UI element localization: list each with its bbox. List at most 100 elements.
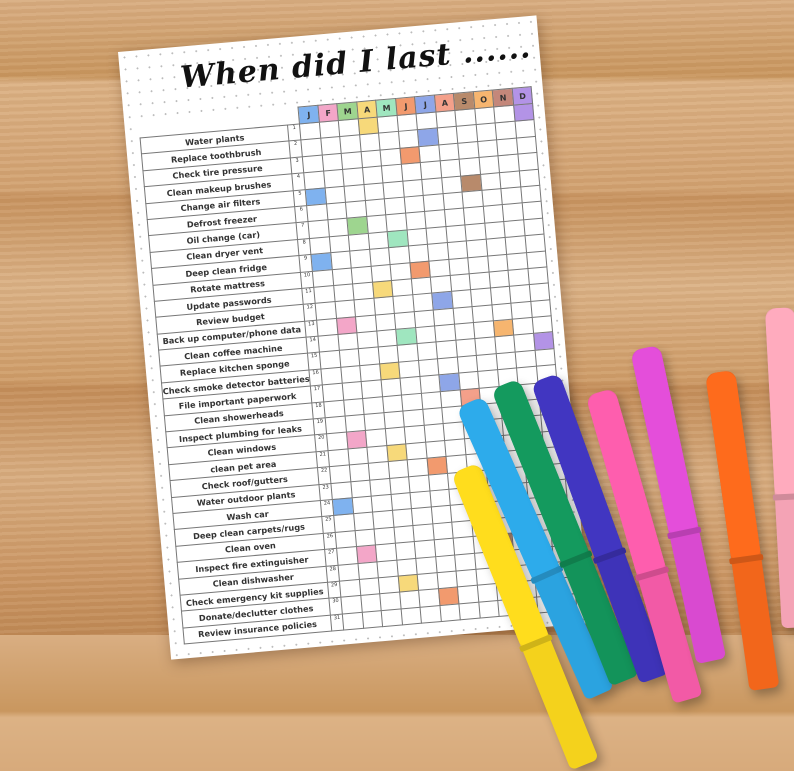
tracker-cell[interactable]: [386, 443, 408, 462]
tracker-cell[interactable]: [376, 329, 398, 348]
tracker-cell[interactable]: [351, 265, 373, 284]
tracker-cell[interactable]: [353, 512, 375, 531]
tracker-cell[interactable]: [431, 505, 453, 524]
tracker-cell[interactable]: [363, 396, 384, 415]
tracker-cell[interactable]: [372, 280, 394, 299]
tracker-cell[interactable]: [404, 195, 425, 214]
tracker-cell[interactable]: [444, 438, 466, 457]
tracker-cell[interactable]: [366, 215, 388, 234]
tracker-cell[interactable]: [474, 106, 496, 125]
tracker-cell[interactable]: [392, 509, 414, 528]
tracker-cell[interactable]: [477, 583, 499, 602]
tracker-cell[interactable]: [324, 399, 346, 418]
tracker-cell[interactable]: [432, 521, 454, 540]
tracker-cell[interactable]: [447, 240, 469, 259]
tracker-cell[interactable]: [422, 407, 444, 426]
tracker-cell[interactable]: [457, 355, 479, 374]
tracker-cell[interactable]: [379, 362, 401, 381]
tracker-cell[interactable]: [345, 200, 367, 219]
tracker-cell[interactable]: [373, 296, 395, 315]
tracker-cell[interactable]: [423, 193, 445, 212]
tracker-cell[interactable]: [367, 445, 389, 464]
tracker-cell[interactable]: [401, 162, 423, 181]
tracker-cell[interactable]: [426, 456, 448, 475]
tracker-cell[interactable]: [407, 458, 429, 477]
tracker-cell[interactable]: [424, 209, 446, 229]
tracker-cell[interactable]: [402, 179, 424, 198]
tracker-cell[interactable]: [385, 427, 407, 446]
tracker-cell[interactable]: [416, 112, 438, 131]
tracker-cell[interactable]: [391, 278, 413, 297]
tracker-cell[interactable]: [472, 304, 494, 323]
tracker-cell[interactable]: [505, 235, 527, 254]
tracker-cell[interactable]: [476, 353, 498, 372]
tracker-cell[interactable]: [386, 213, 407, 232]
tracker-cell[interactable]: [414, 309, 435, 328]
tracker-cell[interactable]: [417, 572, 439, 591]
tracker-cell[interactable]: [517, 152, 539, 171]
tracker-cell[interactable]: [494, 105, 515, 124]
tracker-cell[interactable]: [501, 186, 523, 205]
tracker-cell[interactable]: [483, 204, 505, 223]
tracker-cell[interactable]: [335, 530, 357, 549]
tracker-cell[interactable]: [417, 128, 439, 147]
tracker-cell[interactable]: [498, 154, 520, 173]
tracker-cell[interactable]: [396, 557, 418, 577]
tracker-cell[interactable]: [340, 135, 362, 154]
tracker-cell[interactable]: [459, 601, 481, 620]
tracker-cell[interactable]: [342, 612, 364, 631]
tracker-cell[interactable]: [356, 545, 378, 564]
tracker-cell[interactable]: [371, 494, 393, 513]
tracker-cell[interactable]: [381, 608, 403, 627]
tracker-cell[interactable]: [327, 432, 348, 451]
tracker-cell[interactable]: [342, 381, 364, 400]
tracker-cell[interactable]: [523, 217, 545, 236]
tracker-cell[interactable]: [354, 298, 376, 317]
tracker-cell[interactable]: [400, 376, 422, 395]
tracker-cell[interactable]: [465, 222, 487, 241]
tracker-cell[interactable]: [359, 133, 381, 152]
tracker-cell[interactable]: [420, 605, 442, 624]
tracker-cell[interactable]: [455, 338, 477, 357]
tracker-cell[interactable]: [378, 576, 400, 595]
tracker-cell[interactable]: [332, 267, 354, 286]
tracker-cell[interactable]: [414, 539, 436, 558]
tracker-cell[interactable]: [398, 574, 419, 593]
tracker-cell[interactable]: [305, 187, 327, 206]
tracker-cell[interactable]: [504, 219, 525, 238]
tracker-cell[interactable]: [437, 356, 459, 375]
tracker-cell[interactable]: [458, 141, 479, 160]
tracker-cell[interactable]: [478, 600, 500, 619]
tracker-cell[interactable]: [327, 218, 349, 237]
tracker-cell[interactable]: [378, 131, 400, 150]
tracker-cell[interactable]: [488, 270, 510, 289]
tracker-cell[interactable]: [516, 366, 538, 385]
tracker-cell[interactable]: [524, 234, 546, 253]
tracker-cell[interactable]: [476, 123, 497, 142]
tracker-cell[interactable]: [451, 289, 473, 308]
tracker-cell[interactable]: [419, 374, 441, 394]
tracker-cell[interactable]: [410, 490, 432, 510]
tracker-cell[interactable]: [383, 411, 405, 430]
tracker-cell[interactable]: [456, 124, 478, 143]
tracker-cell[interactable]: [475, 337, 497, 356]
tracker-cell[interactable]: [496, 351, 517, 370]
tracker-cell[interactable]: [511, 301, 533, 320]
tracker-cell[interactable]: [360, 594, 382, 613]
tracker-cell[interactable]: [343, 167, 364, 186]
tracker-cell[interactable]: [427, 242, 449, 261]
tracker-cell[interactable]: [390, 262, 412, 281]
tracker-cell[interactable]: [508, 268, 530, 287]
tracker-cell[interactable]: [359, 577, 381, 596]
tracker-cell[interactable]: [454, 322, 476, 341]
tracker-cell[interactable]: [395, 541, 417, 560]
tracker-cell[interactable]: [422, 177, 443, 196]
tracker-cell[interactable]: [526, 250, 548, 269]
tracker-cell[interactable]: [460, 173, 482, 192]
tracker-cell[interactable]: [484, 221, 506, 240]
tracker-cell[interactable]: [441, 175, 463, 194]
tracker-cell[interactable]: [315, 301, 337, 320]
tracker-cell[interactable]: [440, 159, 461, 178]
tracker-cell[interactable]: [440, 389, 462, 408]
tracker-cell[interactable]: [302, 154, 324, 173]
